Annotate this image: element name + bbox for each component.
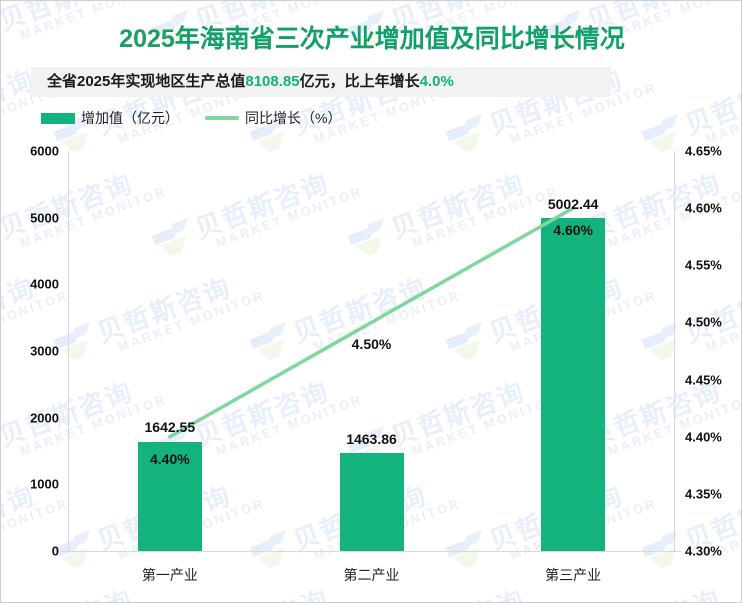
watermark-cn-text: 贝哲斯咨询 [386, 579, 530, 602]
watermark-en-text: MARKET MONITOR [410, 599, 561, 602]
chart-legend: 增加值（亿元） 同比增长（%） [41, 108, 341, 128]
y-axis-left-tick-label: 0 [51, 543, 59, 559]
watermark-cn-text: 贝哲斯咨询 [681, 64, 742, 141]
watermark-logo-icon [1, 422, 7, 478]
legend-line-label: 同比增长（%） [245, 110, 342, 126]
page-title: 2025年海南省三次产业增加值及同比增长情况 [1, 19, 741, 55]
legend-bar-swatch-icon [41, 112, 75, 124]
bar-value-label-1: 1642.55 [144, 419, 196, 436]
y-axis-right-tick-label: 4.30% [685, 543, 722, 559]
subtitle-middle: 亿元，比上年增长 [299, 73, 420, 90]
legend-item-bar[interactable]: 增加值（亿元） [41, 108, 179, 128]
x-axis-line [61, 551, 682, 552]
watermark-logo-icon [1, 214, 7, 270]
x-axis-tick-label-2: 第二产业 [343, 567, 400, 583]
line-series [168, 206, 575, 439]
bar-3[interactable] [541, 217, 606, 551]
watermark-cn-text: 贝哲斯咨询 [582, 579, 726, 602]
subtitle-gdp-value: 8108.85 [245, 73, 300, 90]
watermark-cn-text: 贝哲斯咨询 [681, 272, 742, 349]
watermark-en-text: MARKET MONITOR [606, 599, 741, 602]
y-axis-right-tick-label: 4.40% [685, 429, 722, 445]
title-rest: 年海南省三次产业增加值及同比增长情况 [174, 25, 625, 53]
watermark-cn-text: 贝哲斯咨询 [1, 579, 138, 602]
watermark-en-text: MARKET MONITOR [1, 495, 71, 562]
title-year: 2025 [119, 25, 175, 53]
plot-area: 0 1000 2000 3000 4000 5000 6000 4.30% 4.35% 4.40… [30, 144, 722, 584]
y-axis-left-tick-label: 4000 [30, 276, 59, 292]
watermark-en-text: MARKET MONITOR [18, 599, 169, 602]
legend-item-line[interactable]: 同比增长（%） [205, 108, 341, 128]
y-axis-left-tick-label: 2000 [30, 410, 59, 426]
y-axis-left-tick-label: 3000 [30, 343, 59, 359]
line-value-label-2: 4.50% [351, 336, 392, 353]
bar-value-label-3: 5002.44 [547, 195, 599, 212]
y-axis-left-tick-label: 1000 [30, 476, 59, 492]
y-axis-right-tick-label: 4.50% [685, 314, 722, 330]
y-axis-right-tick-label: 4.60% [685, 200, 722, 216]
bar-2[interactable] [339, 453, 404, 551]
y-axis-right-tick-label: 4.55% [685, 257, 722, 273]
y-axis-right-tick-label: 4.35% [685, 486, 722, 502]
y-axis-right-line [674, 151, 675, 551]
subtitle-prefix: 全省2025年实现地区生产总值 [47, 73, 246, 90]
legend-bar-label: 增加值（亿元） [81, 110, 179, 126]
y-axis-left-tick-label: 5000 [30, 210, 59, 226]
legend-line-swatch-icon [205, 116, 239, 120]
watermark-logo-icon [739, 226, 741, 246]
bar-value-label-2: 1463.86 [346, 431, 397, 448]
watermark-logo-icon [739, 434, 741, 454]
subtitle-growth-value: 4.0% [419, 73, 454, 90]
subtitle-text: 全省2025年实现地区生产总值8108.85亿元，比上年增长4.0% [47, 67, 454, 97]
y-axis-right-tick-label: 4.65% [685, 143, 722, 159]
growth-line-path [168, 206, 575, 439]
x-axis-tick-label-3: 第三产业 [545, 567, 602, 583]
watermark-en-text: MARKET MONITOR [214, 599, 365, 602]
y-axis-right-tick-label: 4.45% [685, 372, 722, 388]
y-axis-left-tick-label: 6000 [30, 143, 59, 159]
subtitle-banner: 全省2025年实现地区生产总值8108.85亿元，比上年增长4.0% [31, 67, 611, 97]
watermark-cn-text: 贝哲斯咨询 [190, 579, 334, 602]
x-axis-tick-label-1: 第一产业 [141, 567, 198, 583]
line-value-label-1: 4.40% [149, 450, 190, 467]
line-value-label-3: 4.60% [553, 222, 594, 239]
watermark-en-text: MARKET MONITOR [703, 79, 742, 147]
